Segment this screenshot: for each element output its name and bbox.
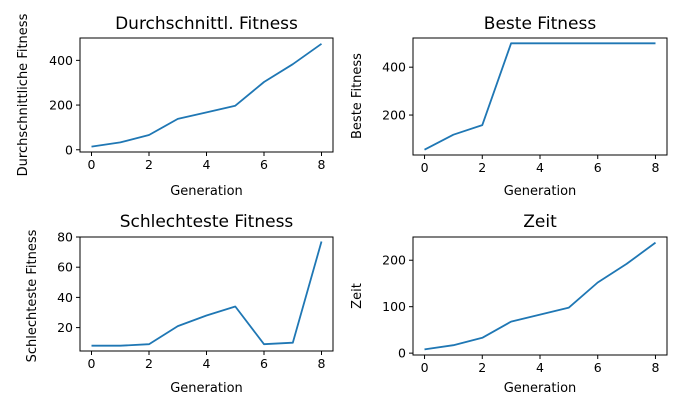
x-tick-label: 0: [88, 157, 96, 172]
y-axis-label: Beste Fitness: [350, 53, 365, 139]
x-tick-label: 8: [651, 160, 659, 175]
x-tick-label: 2: [478, 360, 486, 375]
y-tick-label: 60: [57, 260, 73, 275]
chart-panel-time: Zeit Generation Zeit 0 2 4 6 8 0 100 200: [350, 212, 668, 396]
series-line: [91, 43, 323, 148]
x-axis-label: Generation: [504, 184, 577, 199]
x-axis-label: Generation: [170, 184, 243, 199]
y-tick-label: 0: [398, 346, 406, 361]
plot-area: [79, 37, 334, 153]
y-tick-label: 400: [382, 60, 406, 75]
y-tick-label: 80: [57, 230, 73, 245]
chart-title: Schlechteste Fitness: [120, 212, 294, 232]
x-tick-label: 2: [145, 356, 153, 371]
y-tick-label: 200: [382, 253, 406, 268]
x-tick-label: 4: [536, 360, 544, 375]
x-tick-label: 2: [145, 157, 153, 172]
x-tick-label: 0: [421, 160, 429, 175]
y-tick-label: 100: [382, 299, 406, 314]
y-tick-label: 20: [57, 320, 73, 335]
x-tick-label: 8: [318, 157, 326, 172]
x-tick-label: 8: [318, 356, 326, 371]
y-tick-label: 0: [65, 142, 73, 157]
x-axis-label: Generation: [504, 381, 577, 396]
x-tick-label: 4: [536, 160, 544, 175]
chart-panel-average-fitness: Durchschnittl. Fitness Generation Durchs…: [16, 13, 334, 199]
x-tick-label: 4: [203, 356, 211, 371]
series-line: [424, 42, 656, 151]
x-tick-label: 0: [421, 360, 429, 375]
x-tick-label: 8: [651, 360, 659, 375]
y-tick-label: 40: [57, 290, 73, 305]
x-tick-label: 6: [594, 160, 602, 175]
y-axis-label: Durchschnittliche Fitness: [16, 13, 31, 176]
y-tick-label: 200: [382, 108, 406, 123]
x-tick-label: 4: [203, 157, 211, 172]
y-tick-label: 200: [49, 98, 73, 113]
chart-title: Durchschnittl. Fitness: [115, 14, 298, 34]
x-tick-label: 6: [260, 356, 268, 371]
x-tick-label: 6: [260, 157, 268, 172]
plot-area: [412, 37, 668, 156]
x-tick-label: 0: [88, 356, 96, 371]
series-line: [91, 241, 323, 347]
y-tick-label: 400: [49, 53, 73, 68]
chart-title: Beste Fitness: [484, 14, 597, 34]
x-axis-label: Generation: [170, 381, 243, 396]
plot-area: [412, 236, 668, 356]
y-axis-label: Schlechteste Fitness: [25, 229, 40, 362]
series-line: [424, 241, 657, 351]
y-axis-label: Zeit: [350, 283, 365, 309]
x-tick-label: 2: [478, 160, 486, 175]
chart-panel-best-fitness: Beste Fitness Generation Beste Fitness 0…: [350, 14, 668, 199]
chart-panel-worst-fitness: Schlechteste Fitness Generation Schlecht…: [25, 212, 334, 396]
chart-title: Zeit: [523, 212, 557, 232]
x-tick-label: 6: [594, 360, 602, 375]
